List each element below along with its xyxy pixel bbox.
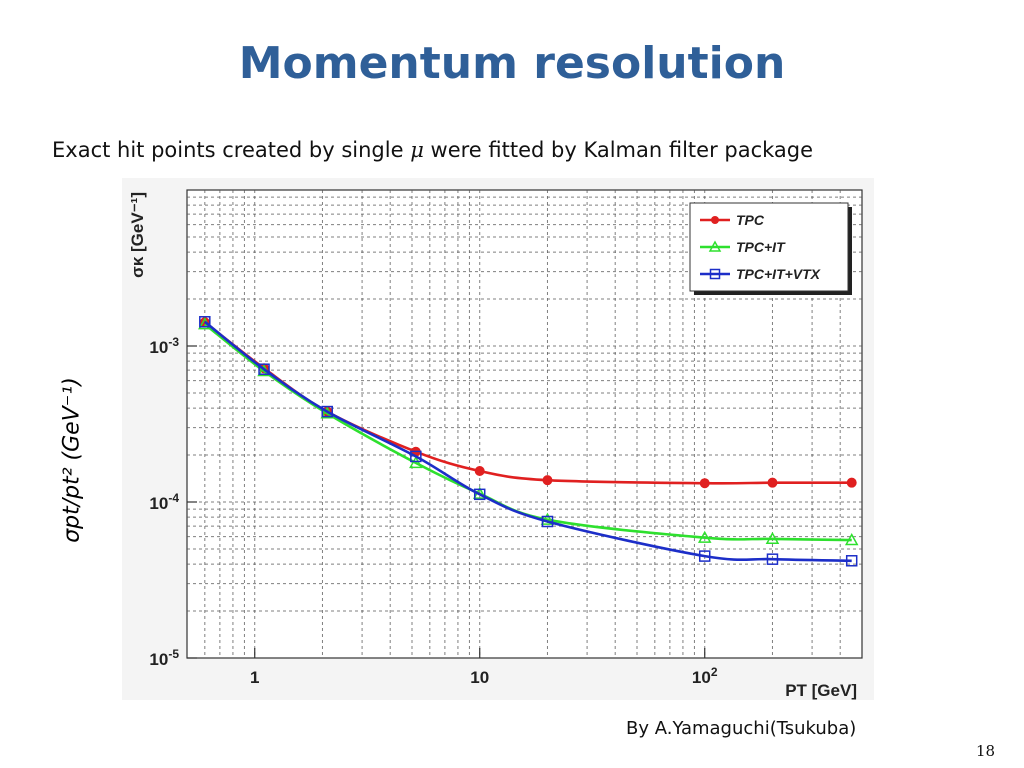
x-tick-label: 1 <box>250 668 259 687</box>
subtitle: Exact hit points created by single μ wer… <box>52 138 813 162</box>
page-number: 18 <box>976 742 996 760</box>
legend-marker-tpc-it <box>708 240 722 252</box>
marker-tpc <box>767 477 778 488</box>
marker-tpc-it-vtx <box>845 555 858 567</box>
marker-tpc-it <box>697 530 712 543</box>
subtitle-mu: μ <box>410 138 424 162</box>
marker-tpc-it-vtx <box>258 363 270 375</box>
marker-tpc-it-vtx <box>473 488 486 501</box>
marker-tpc-it <box>540 512 555 525</box>
marker-tpc-it <box>765 531 780 545</box>
marker-tpc-it-vtx <box>199 316 211 328</box>
marker-tpc <box>542 475 553 486</box>
marker-tpc-it-vtx <box>410 450 422 463</box>
marker-tpc-it-vtx <box>321 405 333 418</box>
y-tick-label: 10-4 <box>149 491 179 513</box>
marker-tpc-it-vtx <box>541 515 554 528</box>
marker-tpc <box>474 466 485 477</box>
marker-tpc-it <box>409 455 423 469</box>
x-tick-label: 10 <box>470 668 489 687</box>
legend-label-tpc: TPC <box>736 212 765 228</box>
y-axis-title: σκ [GeV⁻¹] <box>128 192 147 278</box>
legend-marker-tpc <box>711 216 719 224</box>
x-tick-label: 102 <box>692 665 718 687</box>
marker-tpc-it-vtx <box>766 553 779 565</box>
x-axis-title: PT [GeV] <box>785 681 857 700</box>
y-tick-label: 10-5 <box>149 647 179 669</box>
legend-marker-tpc-it-vtx <box>709 268 721 280</box>
marker-tpc <box>846 477 857 488</box>
subtitle-pre: Exact hit points created by single <box>52 138 411 162</box>
y-tick-label: 10-3 <box>149 335 179 357</box>
subtitle-post: were fitted by Kalman filter package <box>423 138 814 162</box>
marker-tpc-it-vtx <box>698 550 711 562</box>
plot-frame <box>186 189 863 659</box>
series-line-tpc-it-vtx <box>203 320 852 563</box>
marker-tpc-it <box>844 533 859 546</box>
legend-label-tpc-it: TPC+IT <box>736 239 786 255</box>
credit-text: By A.Yamaguchi(Tsukuba) <box>626 718 857 739</box>
page-title: Momentum resolution <box>238 38 786 89</box>
marker-tpc <box>699 478 710 489</box>
legend-label-tpc-it-vtx: TPC+IT+VTX <box>736 266 822 282</box>
